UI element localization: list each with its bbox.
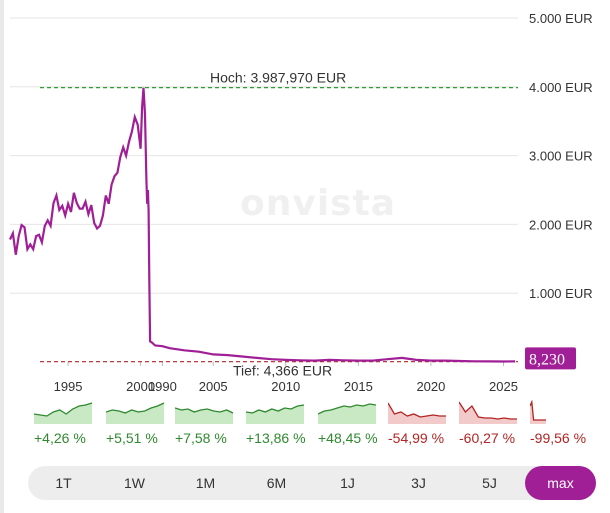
x-tick-label: 1995: [54, 379, 83, 394]
y-tick-label: 1.000 EUR: [529, 286, 593, 301]
range-button-1w[interactable]: 1W: [124, 475, 145, 491]
performance-cell: -54,99 %: [388, 398, 452, 450]
performance-value: -60,27 %: [459, 430, 516, 446]
last-value-badge: [525, 347, 576, 370]
performance-sparkline: [459, 401, 517, 424]
performance-value: +4,26 %: [34, 430, 86, 446]
performance-cell: +5,51 %: [106, 398, 170, 450]
y-tick-label: 2.000 EUR: [529, 217, 593, 232]
x-tick-label: 2025: [489, 379, 518, 394]
y-tick-label: 4.000 EUR: [529, 80, 593, 95]
performance-cell: -99,56 %: [530, 398, 594, 450]
performance-cell: +7,58 %: [175, 398, 239, 450]
range-button-1t[interactable]: 1T: [55, 475, 72, 491]
y-tick-label: 5.000 EUR: [529, 11, 593, 26]
price-series-line: [9, 87, 516, 363]
performance-cell: -60,27 %: [459, 398, 523, 450]
performance-cell: +4,26 %: [34, 398, 98, 450]
x-tick-label: 2020: [416, 379, 445, 394]
watermark-logo: onvista: [240, 183, 396, 224]
x-tick-label: 2000: [126, 379, 155, 394]
last-value-text: 8,230: [529, 351, 565, 368]
performance-value: +5,51 %: [106, 430, 158, 446]
performance-value: -99,56 %: [530, 430, 587, 446]
y-axis-labels: 5.000 EUR 4.000 EUR 3.000 EUR 2.000 EUR 1.00…: [529, 11, 593, 301]
price-chart[interactable]: 5.000 EUR 4.000 EUR 3.000 EUR 2.000 EUR 1.00…: [0, 0, 610, 400]
performance-sparkline: [246, 404, 305, 424]
performance-sparkline: [175, 407, 234, 424]
performance-sparkline: [34, 402, 93, 424]
performance-cell: +13,86 %: [246, 398, 310, 450]
range-button-3j[interactable]: 3J: [411, 475, 426, 491]
performance-row: +4,26 % +5,51 % +7,58 % +13,86 % +48,45 % -54…: [34, 398, 604, 450]
performance-sparkline: [106, 402, 165, 424]
performance-value: +13,86 %: [246, 430, 306, 446]
x-tick-label: 2015: [344, 379, 373, 394]
range-button-max[interactable]: max: [525, 466, 596, 500]
performance-sparkline: [388, 402, 446, 424]
chart-gridlines: [10, 17, 518, 294]
left-border: [0, 0, 4, 513]
time-range-selector: 1T 1W 1M 6M 1J 3J 5J max: [28, 466, 596, 500]
performance-value: -54,99 %: [388, 430, 445, 446]
performance-value: +48,45 %: [318, 430, 378, 446]
low-label: Tief: 4,366 EUR: [233, 363, 332, 379]
performance-sparkline: [318, 403, 377, 424]
y-tick-label: 3.000 EUR: [529, 149, 593, 164]
range-button-5j[interactable]: 5J: [482, 475, 497, 491]
range-button-1m[interactable]: 1M: [195, 475, 216, 491]
x-tick-label: 2010: [271, 379, 300, 394]
range-button-6m[interactable]: 6M: [266, 475, 287, 491]
range-button-1j[interactable]: 1J: [340, 475, 355, 491]
performance-cell: +48,45 %: [318, 398, 382, 450]
high-label: Hoch: 3.987,970 EUR: [210, 70, 346, 86]
x-tick-label: 1990: [148, 379, 177, 394]
performance-value: +7,58 %: [175, 430, 227, 446]
performance-sparkline: [530, 400, 546, 424]
x-tick-label: 2005: [199, 379, 228, 394]
